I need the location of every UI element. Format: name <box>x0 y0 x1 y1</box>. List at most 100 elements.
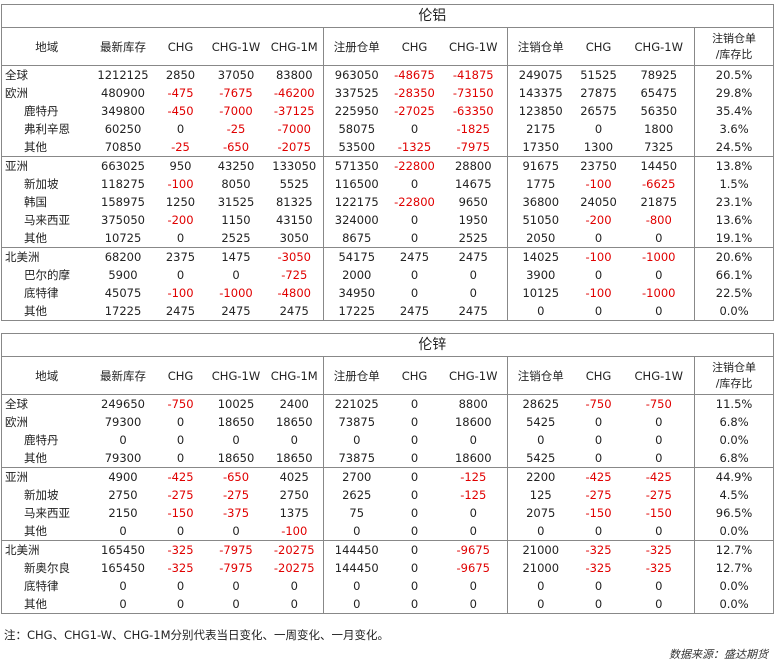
table-row: 新加坡 118275 -100 8050 5525 116500 0 14675 1775 -10… <box>1 175 774 193</box>
value-cell: 1.5% <box>693 175 774 193</box>
value-cell: -200 <box>585 213 612 227</box>
value-cell: -100 <box>281 524 308 538</box>
column-header: CHG <box>154 27 207 66</box>
value-cell: 122175 <box>323 193 390 211</box>
value-cell: 375050 <box>101 213 145 227</box>
value-cell: 29.8% <box>693 84 774 102</box>
value-cell: 0 <box>410 177 419 191</box>
region-cell: 马来西亚 <box>1 211 92 229</box>
value-cell: 0 <box>323 577 390 595</box>
column-header: CHG-1W <box>623 356 695 395</box>
column-header: 注销仓单/库存比 <box>693 27 774 66</box>
value-cell: 35.4% <box>693 102 774 120</box>
value-cell: -750 <box>573 394 624 413</box>
value-cell: 0 <box>410 506 419 520</box>
value-cell: 0 <box>290 579 298 593</box>
value-cell: 27875 <box>580 86 617 100</box>
value-cell: 0 <box>594 415 603 429</box>
value-cell: -325 <box>167 561 194 575</box>
value-cell: 133050 <box>265 156 324 175</box>
column-header: 注销仓单 <box>507 356 574 395</box>
value-cell: -325 <box>585 561 612 575</box>
value-cell: 3.6% <box>693 120 774 138</box>
value-cell: -425 <box>623 467 695 486</box>
value-cell: 24050 <box>580 195 617 209</box>
table-row: 全球 1212125 2850 37050 83800 963050 -48675 -4187… <box>1 65 774 84</box>
value-cell: 0 <box>594 433 603 447</box>
value-cell: 17225 <box>323 302 390 321</box>
value-cell: 0 <box>410 286 419 300</box>
aluminum-inventory-table: 伦铝 地域 最新库存 CHG CHG-1W CHG-1M 注册仓单 CHG CHG-1W 注销仓单… <box>1 4 774 321</box>
value-cell: 0 <box>655 579 663 593</box>
value-cell: 0 <box>232 524 240 538</box>
value-cell: -2075 <box>277 140 311 154</box>
value-cell: -100 <box>585 177 612 191</box>
value-cell: 2475 <box>389 302 440 321</box>
value-cell: 125 <box>507 486 574 504</box>
value-cell: -325 <box>154 540 207 559</box>
value-cell: 2625 <box>323 486 390 504</box>
value-cell: -425 <box>573 467 624 486</box>
value-cell: 0 <box>91 595 155 614</box>
value-cell: -750 <box>623 394 695 413</box>
table-row: 北美洲 165450 -325 -7975 -20275 144450 0 -9675 2100… <box>1 540 774 559</box>
table-row: 其他 0 0 0 -100 0 0 0 0 0 0 0.0% <box>1 522 774 541</box>
value-cell: 349800 <box>101 104 145 118</box>
value-cell: 2475 <box>389 247 440 266</box>
value-cell: -100 <box>167 286 194 300</box>
value-cell: 116500 <box>323 175 390 193</box>
value-cell: 0 <box>623 595 695 614</box>
value-cell: 18650 <box>217 451 255 465</box>
value-cell: 8050 <box>221 177 251 191</box>
value-cell: 0 <box>573 302 624 321</box>
region-cell: 欧洲 <box>1 413 92 431</box>
region-cell: 新加坡 <box>1 486 92 504</box>
region-cell: 马来西亚 <box>1 504 92 522</box>
value-cell: -800 <box>645 213 672 227</box>
value-cell: 0 <box>410 415 419 429</box>
value-cell: 23750 <box>573 156 624 175</box>
value-cell: 143375 <box>507 84 574 102</box>
value-cell: 225950 <box>323 102 390 120</box>
column-header: 最新库存 <box>91 356 155 395</box>
value-cell: 8675 <box>323 229 390 248</box>
value-cell: 0 <box>594 122 603 136</box>
value-cell: -27025 <box>394 104 435 118</box>
value-cell: 0 <box>594 268 603 282</box>
value-cell: 663025 <box>91 156 155 175</box>
table-row: 鹿特丹 0 0 0 0 0 0 0 0 0 0 0.0% <box>1 431 774 449</box>
value-cell: 2475 <box>154 302 207 321</box>
value-cell: 68200 <box>91 247 155 266</box>
value-cell: 4025 <box>265 467 324 486</box>
value-cell: 0.0% <box>693 577 774 595</box>
value-cell: 0 <box>573 595 624 614</box>
section-title: 伦铝 <box>91 4 774 28</box>
value-cell: -150 <box>167 506 194 520</box>
value-cell: 2525 <box>458 231 488 245</box>
value-cell: -100 <box>573 247 624 266</box>
value-cell: 0 <box>389 540 440 559</box>
value-cell: 24.5% <box>693 138 774 157</box>
value-cell: 0 <box>410 579 419 593</box>
value-cell: -63350 <box>452 104 494 118</box>
value-cell: 2850 <box>154 65 207 84</box>
value-cell: 0 <box>323 431 390 449</box>
table-row: 亚洲 663025 950 43250 133050 571350 -22800 28800 9… <box>1 156 774 175</box>
value-cell: 0 <box>655 268 663 282</box>
value-cell: 0 <box>594 231 603 245</box>
value-cell: -7975 <box>219 561 253 575</box>
value-cell: 0 <box>389 467 440 486</box>
value-cell: 43250 <box>206 156 266 175</box>
value-cell: 324000 <box>323 211 390 229</box>
table-row: 巴尔的摩 5900 0 0 -725 2000 0 0 3900 0 0 66.1% <box>1 266 774 284</box>
value-cell: 11.5% <box>693 394 774 413</box>
table-row: 亚洲 4900 -425 -650 4025 2700 0 -125 2200 -425 -425 4… <box>1 467 774 486</box>
value-cell: -7000 <box>219 104 253 118</box>
value-cell: 0 <box>323 595 390 614</box>
value-cell: -1000 <box>219 286 253 300</box>
value-cell: 1300 <box>583 140 614 154</box>
value-cell: 6.8% <box>693 413 774 431</box>
region-cell: 亚洲 <box>1 467 92 486</box>
value-cell: 4900 <box>91 467 155 486</box>
value-cell: -1825 <box>456 122 490 136</box>
